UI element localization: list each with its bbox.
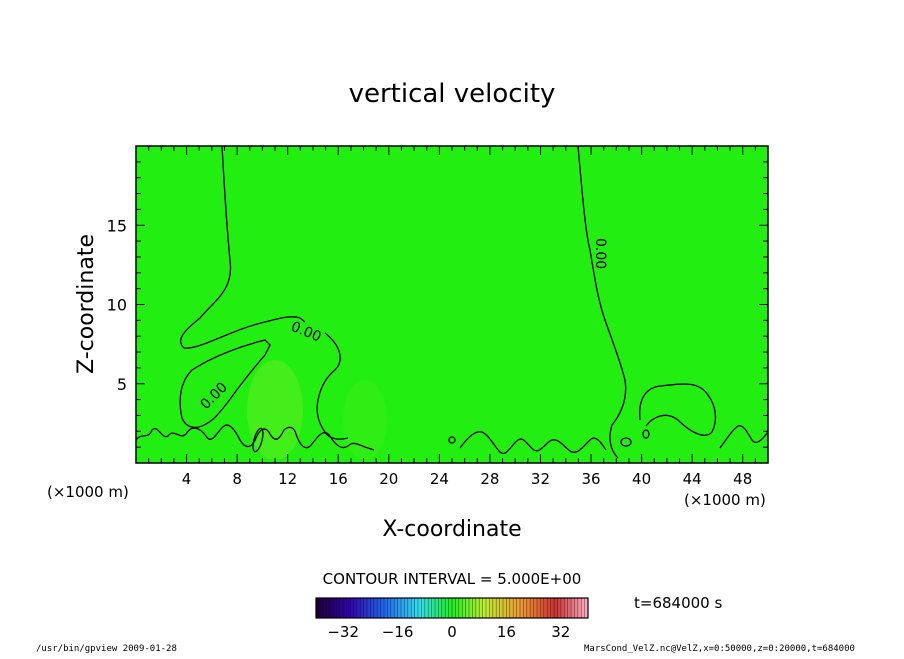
x-axis-label: X-coordinate bbox=[382, 517, 521, 542]
x-unit-left: (×1000 m) bbox=[47, 483, 129, 501]
x-tick-labels: 4 8 12 16 20 24 28 32 36 40 44 48 bbox=[182, 470, 752, 488]
colorbar-stripes bbox=[319, 598, 585, 618]
colorbar-tick-label: 32 bbox=[551, 623, 570, 641]
colorbar: −32 −16 0 16 32 bbox=[315, 597, 589, 641]
contour-small-loop bbox=[252, 427, 264, 453]
y-tick-label: 10 bbox=[107, 296, 127, 315]
time-label: t=684000 s bbox=[634, 594, 722, 612]
colorbar-frame bbox=[315, 597, 589, 619]
plot-background bbox=[136, 146, 768, 463]
updraft-shading bbox=[247, 360, 303, 460]
y-tick-label: 15 bbox=[107, 216, 127, 235]
contour-bottom-noise bbox=[719, 425, 769, 449]
colorbar-tick-labels: −32 −16 0 16 32 bbox=[327, 623, 570, 641]
contour-small-loop bbox=[642, 429, 650, 439]
y-axis-label: Z-coordinate bbox=[74, 234, 99, 374]
plot-area: 0.00 0.00 0.00 bbox=[135, 145, 769, 464]
x-tick-label: 12 bbox=[278, 470, 297, 488]
x-tick-label: 44 bbox=[683, 470, 702, 488]
axis-ticks bbox=[136, 146, 768, 463]
contour-zero-right bbox=[577, 145, 627, 459]
footer-right: MarsCond_VelZ.nc@VelZ,x=0:50000,z=0:2000… bbox=[584, 644, 855, 654]
x-tick-label: 8 bbox=[232, 470, 242, 488]
contour-small-loop bbox=[620, 437, 632, 447]
colorbar-tick-label: −32 bbox=[327, 623, 359, 641]
colorbar-tick-label: 16 bbox=[497, 623, 516, 641]
x-unit-right: (×1000 m) bbox=[684, 491, 766, 509]
contour-zero-tongue bbox=[179, 339, 271, 429]
colorbar-tick-label: 0 bbox=[447, 623, 457, 641]
x-tick-label: 16 bbox=[329, 470, 348, 488]
x-tick-label: 4 bbox=[182, 470, 192, 488]
x-tick-label: 36 bbox=[581, 470, 600, 488]
updraft-shading bbox=[343, 380, 387, 460]
contour-lines bbox=[135, 145, 769, 459]
x-tick-label: 20 bbox=[379, 470, 398, 488]
x-tick-label: 28 bbox=[480, 470, 499, 488]
contour-right-cell bbox=[639, 383, 717, 436]
y-tick-label: 5 bbox=[117, 375, 127, 394]
x-tick-label: 40 bbox=[632, 470, 651, 488]
y-tick-labels: 5 10 15 bbox=[107, 216, 127, 394]
contour-label: 0.00 bbox=[592, 238, 608, 269]
x-tick-label: 32 bbox=[531, 470, 550, 488]
x-tick-label: 24 bbox=[430, 470, 449, 488]
contour-interval: CONTOUR INTERVAL = 5.000E+00 bbox=[323, 570, 582, 588]
contour-bottom-noise bbox=[135, 424, 375, 451]
x-tick-label: 48 bbox=[733, 470, 752, 488]
colorbar-tick-label: −16 bbox=[382, 623, 414, 641]
contour-bottom-noise bbox=[459, 431, 607, 455]
footer-left: /usr/bin/gpview 2009-01-28 bbox=[36, 644, 177, 654]
contour-zero-left bbox=[179, 145, 306, 349]
contour-small-loop bbox=[448, 436, 456, 444]
chart-title: vertical velocity bbox=[349, 79, 556, 109]
